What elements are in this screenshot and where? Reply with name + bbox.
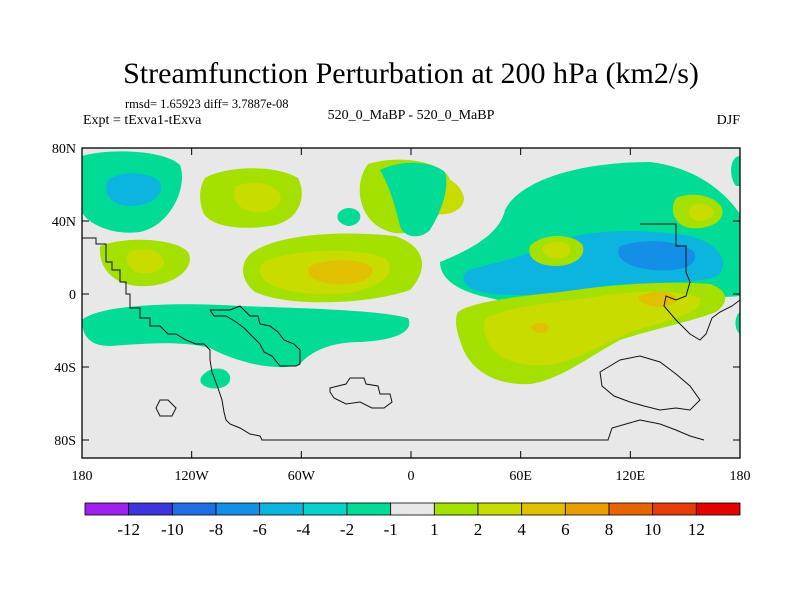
contour-japan-pos4 <box>688 204 714 221</box>
contour-right-edge-south <box>735 312 740 334</box>
map-plot <box>81 147 741 459</box>
colorbar-swatch <box>346 502 392 516</box>
contour-right-edge-north <box>731 156 740 186</box>
colorbar-label: -6 <box>253 520 267 539</box>
colorbar-swatch <box>695 502 741 516</box>
x-tick-label: 180 <box>730 469 751 484</box>
colorbar-label: -2 <box>340 520 354 539</box>
contour-tibet-pos4 <box>542 241 571 259</box>
y-tick-label: 80S <box>54 434 76 449</box>
y-tick-label: 40N <box>52 215 76 230</box>
colorbar-label: 2 <box>474 520 483 539</box>
y-axis: 80N 40N 0 40S 80S <box>52 142 740 449</box>
colorbar-swatch <box>84 502 130 516</box>
contour-sio-pos4 <box>484 291 701 366</box>
x-tick-label: 120W <box>175 469 210 484</box>
coastline-americas <box>82 237 705 441</box>
y-tick-label: 40S <box>54 361 76 376</box>
contour-fields <box>82 151 740 389</box>
coastlines <box>82 223 741 441</box>
stats-text: rmsd= 1.65923 diff= 3.7887e-08 <box>125 97 289 111</box>
colorbar-label: 12 <box>688 520 705 539</box>
chart-title: Streamfunction Perturbation at 200 hPa (… <box>123 57 699 90</box>
contour-npac-neg4 <box>106 173 161 206</box>
case-label: 520_0_MaBP - 520_0_MaBP <box>328 108 495 123</box>
colorbar-label: 10 <box>644 520 661 539</box>
colorbar-label: -4 <box>296 520 311 539</box>
coastline-australia <box>599 355 701 411</box>
y-tick-label: 0 <box>69 288 76 303</box>
contour-eatl-arc <box>380 162 447 237</box>
colorbar-swatch <box>652 502 697 516</box>
colorbar: -12 -10 -8 -6 -4 -2 -1 1 2 4 6 8 10 12 <box>84 502 741 539</box>
x-tick-label: 60E <box>509 469 532 484</box>
experiment-label: Expt = tExva1-tExva <box>83 113 202 128</box>
contour-trop-neg2 <box>82 304 410 368</box>
contour-epac-pos4 <box>126 249 164 274</box>
colorbar-label: -8 <box>209 520 223 539</box>
colorbar-label: 6 <box>561 520 570 539</box>
x-tick-label: 180 <box>72 469 93 484</box>
colorbar-swatch <box>477 502 523 516</box>
colorbar-label: -1 <box>384 520 398 539</box>
colorbar-swatch <box>564 502 610 516</box>
contour-trop-neg-small <box>200 368 231 389</box>
contour-sio-pos6-small <box>531 323 549 333</box>
coastline-south-islands <box>155 399 177 417</box>
contour-sio-pos6 <box>638 291 677 307</box>
colorbar-swatch <box>128 502 173 516</box>
colorbar-swatch <box>433 502 479 516</box>
x-axis: 180 120W 60W 0 60E 120E 180 <box>72 148 751 484</box>
contour-asia-neg6 <box>618 241 696 271</box>
colorbar-swatch <box>215 502 261 516</box>
colorbar-label: 8 <box>605 520 614 539</box>
contour-namer-pos4 <box>234 182 281 213</box>
colorbar-swatch <box>259 502 304 516</box>
x-tick-label: 60W <box>288 469 316 484</box>
coastline-americas-east <box>209 305 301 367</box>
contour-small-pos <box>337 208 361 226</box>
colorbar-label: -10 <box>161 520 184 539</box>
colorbar-label: 1 <box>430 520 439 539</box>
colorbar-swatch <box>608 502 654 516</box>
colorbar-swatch <box>390 502 435 516</box>
colorbar-swatch <box>302 502 348 516</box>
y-tick-label: 80N <box>52 142 76 157</box>
colorbar-label: 4 <box>517 520 526 539</box>
coastline-antarctic-fragment <box>329 377 393 409</box>
coastline-asia <box>640 223 741 341</box>
x-tick-label: 0 <box>408 469 415 484</box>
colorbar-swatch <box>171 502 217 516</box>
colorbar-swatch <box>521 502 566 516</box>
colorbar-label: -12 <box>117 520 140 539</box>
season-label: DJF <box>717 113 741 128</box>
x-tick-label: 120E <box>616 469 646 484</box>
contour-natl-pos6 <box>308 260 373 285</box>
